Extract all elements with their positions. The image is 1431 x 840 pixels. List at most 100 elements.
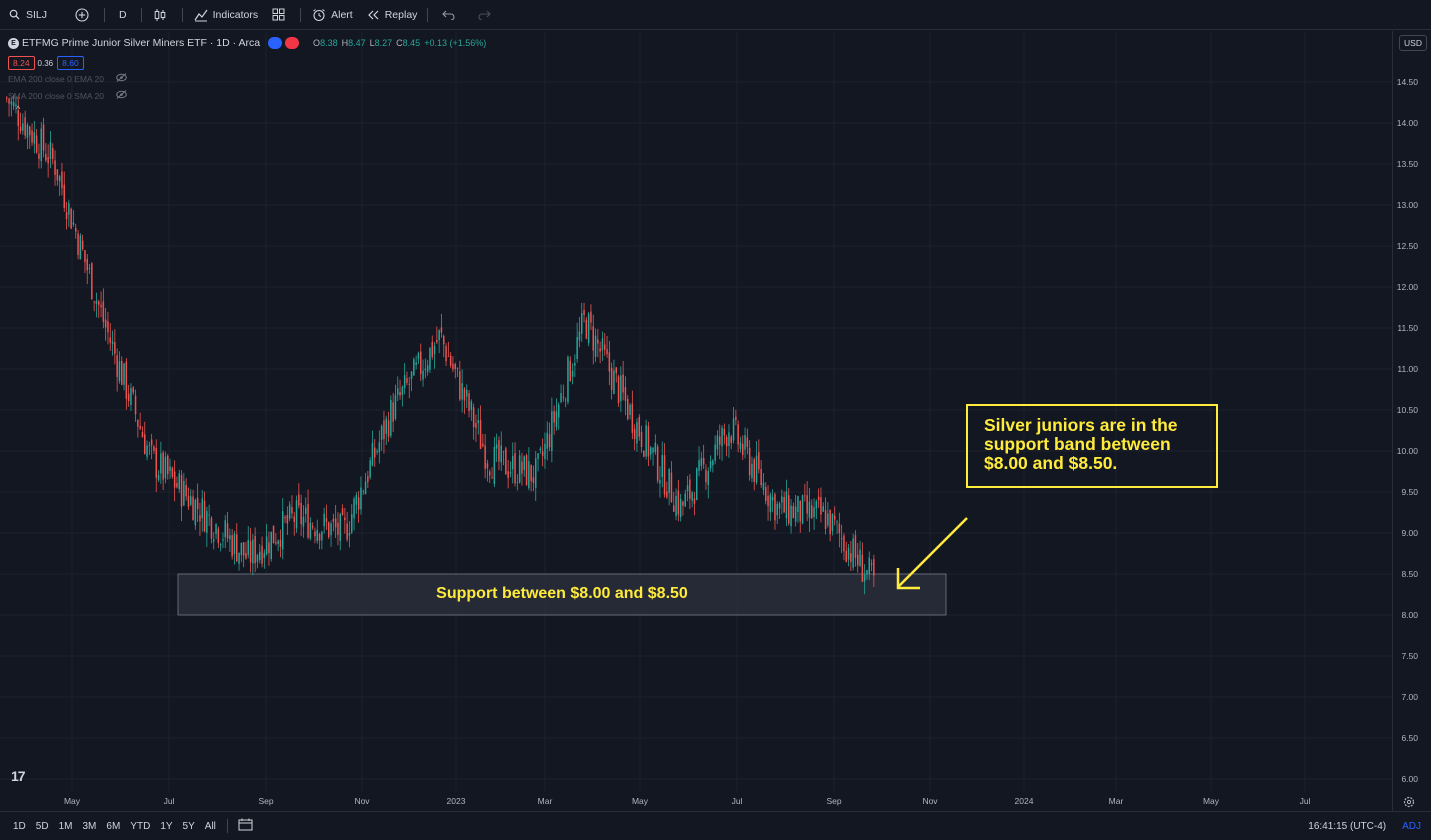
candle bbox=[546, 421, 548, 461]
candle bbox=[19, 112, 22, 134]
support-band-rectangle[interactable] bbox=[177, 573, 947, 616]
candle bbox=[765, 482, 767, 505]
eye-hidden-icon[interactable] bbox=[116, 73, 127, 84]
candle bbox=[100, 291, 102, 318]
candle bbox=[475, 414, 477, 442]
candle bbox=[173, 460, 176, 502]
compare-symbol-button[interactable] bbox=[68, 0, 100, 30]
go-to-date-button[interactable] bbox=[234, 818, 257, 834]
ohlc-c-value: 8.45 bbox=[402, 38, 421, 48]
callout-text-annotation[interactable]: Silver juniors are in the support band b… bbox=[966, 404, 1218, 488]
candle bbox=[141, 426, 144, 438]
indicator-row-ema[interactable]: EMA 200 close 0 EMA 20 bbox=[8, 70, 490, 87]
currency-button[interactable]: USD bbox=[1399, 35, 1427, 51]
candle bbox=[627, 395, 629, 421]
candle bbox=[70, 207, 72, 230]
layouts-button[interactable] bbox=[264, 0, 296, 30]
interval-button[interactable]: D bbox=[109, 0, 137, 30]
candle bbox=[268, 531, 270, 566]
candle bbox=[314, 527, 316, 544]
support-text-annotation[interactable]: Support between $8.00 and $8.50 bbox=[436, 585, 688, 602]
sell-price-button[interactable]: 8.24 bbox=[8, 56, 35, 70]
candle bbox=[530, 464, 532, 492]
candle bbox=[162, 450, 164, 491]
gear-icon[interactable] bbox=[1403, 795, 1417, 809]
candle bbox=[489, 469, 491, 483]
candle bbox=[696, 467, 698, 501]
data-delayed-icon[interactable] bbox=[285, 37, 300, 49]
indicators-label: Indicators bbox=[212, 8, 259, 21]
candle bbox=[183, 472, 185, 507]
candle bbox=[569, 356, 571, 382]
candle bbox=[406, 371, 408, 386]
candle bbox=[35, 128, 38, 154]
candle bbox=[845, 541, 847, 563]
candle bbox=[463, 387, 466, 415]
candle bbox=[63, 171, 65, 212]
candle bbox=[79, 233, 82, 260]
candle bbox=[125, 358, 128, 410]
candle bbox=[86, 254, 88, 285]
price-tick-label: 13.00 bbox=[1396, 200, 1418, 210]
time-tick-label: Sep bbox=[826, 796, 842, 806]
price-chart[interactable] bbox=[0, 31, 1392, 811]
candle bbox=[500, 431, 502, 471]
undo-button[interactable] bbox=[432, 0, 468, 30]
timezone-button[interactable]: 16:41:15 (UTC-4) bbox=[1308, 820, 1387, 832]
candle bbox=[321, 530, 323, 550]
candle bbox=[410, 371, 413, 392]
chart-type-button[interactable] bbox=[146, 0, 178, 30]
buy-price-button[interactable]: 8.60 bbox=[57, 56, 84, 70]
bottom-right-group: 16:41:15 (UTC-4) ADJ bbox=[1308, 812, 1421, 840]
eye-hidden-icon[interactable] bbox=[116, 90, 127, 101]
legend-title[interactable]: ETFMG Prime Junior Silver Miners ETF · 1… bbox=[22, 37, 261, 49]
candle bbox=[422, 359, 424, 387]
candle bbox=[328, 521, 330, 539]
range-button[interactable]: All bbox=[204, 820, 216, 832]
range-button[interactable]: 5D bbox=[35, 820, 49, 832]
chart-pane[interactable] bbox=[0, 31, 1392, 811]
adjust-data-button[interactable]: ADJ bbox=[1402, 820, 1421, 832]
candle bbox=[631, 390, 634, 440]
candle bbox=[486, 459, 489, 482]
candle bbox=[571, 363, 574, 385]
price-axis[interactable]: USD 14.50 14.00 13.50 13.00 12.50 12.00 11.50 1… bbox=[1392, 31, 1431, 811]
market-closed-moon-icon[interactable] bbox=[268, 37, 283, 49]
candle bbox=[528, 447, 530, 491]
ohlc-l-key: L bbox=[369, 38, 375, 48]
alert-button[interactable]: Alert bbox=[305, 0, 359, 30]
indicator-row-sma[interactable]: SMA 200 close 0 SMA 20 bbox=[8, 87, 490, 104]
candle bbox=[702, 444, 705, 469]
candle bbox=[495, 433, 498, 462]
candle bbox=[834, 506, 836, 526]
candle bbox=[541, 438, 544, 467]
candle bbox=[424, 358, 427, 379]
range-button[interactable]: YTD bbox=[130, 820, 151, 832]
callout-arrow[interactable] bbox=[896, 517, 968, 590]
indicators-button[interactable]: Indicators bbox=[187, 0, 265, 30]
undo-icon bbox=[440, 7, 456, 23]
candle bbox=[259, 544, 261, 564]
range-button[interactable]: 1Y bbox=[160, 820, 173, 832]
range-button[interactable]: 3M bbox=[82, 820, 97, 832]
collapse-legend-icon[interactable]: ^ bbox=[16, 104, 21, 114]
time-tick-label: Sep bbox=[258, 796, 274, 806]
candle bbox=[553, 405, 555, 435]
replay-button[interactable]: Replay bbox=[359, 0, 424, 30]
time-tick-label: Mar bbox=[537, 796, 553, 806]
candle bbox=[507, 459, 509, 489]
candle bbox=[790, 499, 792, 534]
candle bbox=[252, 533, 254, 576]
range-button[interactable]: 1D bbox=[13, 820, 26, 832]
time-axis[interactable]: May Jul Sep Nov 2023 Mar May Jul Sep Nov 2024 Mar Ma… bbox=[0, 792, 1392, 811]
candle bbox=[792, 502, 795, 519]
candle bbox=[394, 384, 397, 421]
range-button[interactable]: 5Y bbox=[182, 820, 195, 832]
candle bbox=[403, 362, 406, 395]
symbol-search-button[interactable]: SILJ bbox=[0, 0, 68, 30]
range-button[interactable]: 1M bbox=[58, 820, 73, 832]
tradingview-logo-icon[interactable]: 17 bbox=[11, 768, 26, 784]
range-button[interactable]: 6M bbox=[106, 820, 121, 832]
redo-button[interactable] bbox=[468, 0, 504, 30]
candle bbox=[698, 446, 700, 477]
